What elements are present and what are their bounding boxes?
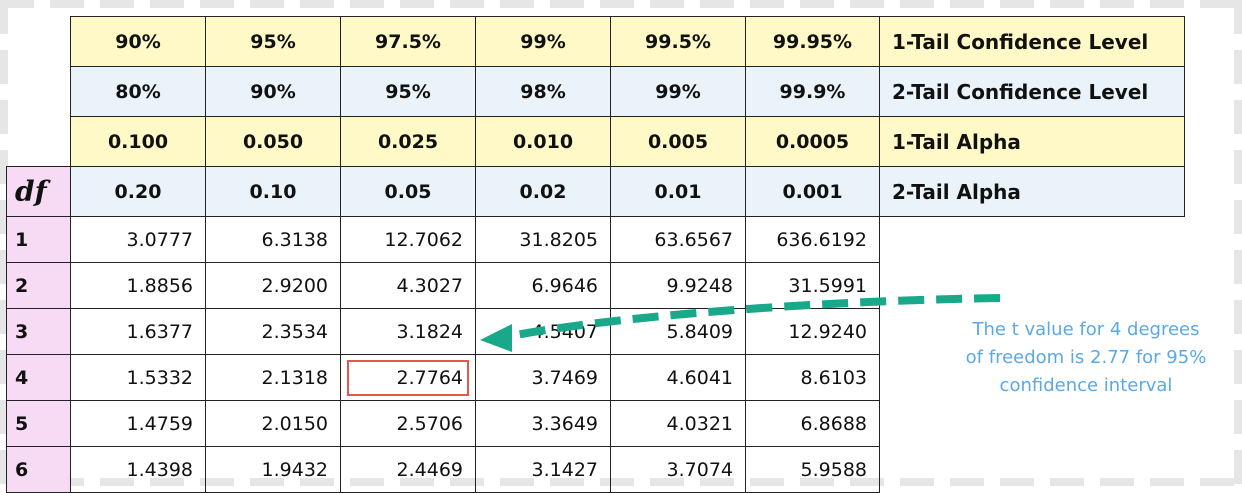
t-value-cell: 1.5332 <box>70 354 206 401</box>
label-prefix: 1 <box>892 129 906 154</box>
header-row-2-tail-alpha: df 0.20 0.10 0.05 0.02 0.01 0.001 2-Tail… <box>6 166 1185 217</box>
row-label-2-tail-alpha: 2-Tail Alpha <box>879 166 1185 217</box>
t-value-cell: 9.9248 <box>610 262 746 309</box>
t-value-cell: 1.4759 <box>70 400 206 447</box>
t-value-cell: 4.6041 <box>610 354 746 401</box>
df-cell: 2 <box>6 262 71 309</box>
highlighted-t-value: 2.7764 <box>396 366 463 389</box>
row-label-1-tail-alpha: 1-Tail Alpha <box>879 116 1185 167</box>
header-cell: 0.010 <box>475 116 611 167</box>
label-text: -Tail Alpha <box>905 179 1021 204</box>
header-cell: 0.100 <box>70 116 206 167</box>
t-value-cell: 1.6377 <box>70 308 206 355</box>
row-label-1-tail-confidence: 1-Tail Confidence Level <box>879 16 1185 67</box>
header-cell: 80% <box>70 66 206 117</box>
t-value-cell: 3.7469 <box>475 354 611 401</box>
t-value-cell: 636.6192 <box>745 216 880 263</box>
t-value-cell: 63.6567 <box>610 216 746 263</box>
t-value-cell: 2.5706 <box>340 400 476 447</box>
label-prefix: 2 <box>892 79 906 104</box>
header-row-1-tail-alpha: 0.100 0.050 0.025 0.010 0.005 0.0005 1-T… <box>7 116 1185 167</box>
header-cell: 99.95% <box>745 16 880 67</box>
t-value-cell: 12.9240 <box>745 308 880 355</box>
t-distribution-table: 90% 95% 97.5% 99% 99.5% 99.95% 1-Tail Co… <box>6 16 1185 493</box>
header-cell: 99.9% <box>745 66 880 117</box>
table-row: 2 1.8856 2.9200 4.3027 6.9646 9.9248 31.… <box>6 262 1185 309</box>
label-prefix: 1 <box>892 29 906 54</box>
header-row-1-tail-confidence: 90% 95% 97.5% 99% 99.5% 99.95% 1-Tail Co… <box>7 16 1185 67</box>
header-row-2-tail-confidence: 80% 90% 95% 98% 99% 99.9% 2-Tail Confide… <box>7 66 1185 117</box>
t-value-cell: 6.9646 <box>475 262 611 309</box>
t-value-cell: 1.9432 <box>205 446 341 493</box>
t-value-cell: 3.1824 <box>340 308 476 355</box>
t-value-cell: 3.7074 <box>610 446 746 493</box>
df-cell: 6 <box>6 446 71 493</box>
label-text: -Tail Alpha <box>905 129 1021 154</box>
t-value-cell: 6.3138 <box>205 216 341 263</box>
t-value-cell: 2.0150 <box>205 400 341 447</box>
header-cell: 0.005 <box>610 116 746 167</box>
header-cell: 90% <box>205 66 341 117</box>
t-value-cell: 2.9200 <box>205 262 341 309</box>
t-value-cell: 2.1318 <box>205 354 341 401</box>
annotation-line-3: confidence interval <box>999 375 1173 396</box>
df-cell: 4 <box>6 354 71 401</box>
label-text: -Tail Confidence Level <box>905 79 1149 104</box>
t-value-cell: 3.0777 <box>70 216 206 263</box>
header-cell: 0.01 <box>610 166 746 217</box>
header-cell: 0.02 <box>475 166 611 217</box>
highlighted-t-value-cell: 2.7764 <box>340 354 476 401</box>
header-cell: 95% <box>340 66 476 117</box>
t-value-cell: 6.8688 <box>745 400 880 447</box>
left-dashed-edge <box>0 0 8 486</box>
df-cell: 5 <box>6 400 71 447</box>
t-value-cell: 31.8205 <box>475 216 611 263</box>
t-value-cell: 1.4398 <box>70 446 206 493</box>
arrow-head <box>480 324 512 352</box>
t-value-cell: 4.0321 <box>610 400 746 447</box>
table-row: 1 3.0777 6.3138 12.7062 31.8205 63.6567 … <box>6 216 1185 263</box>
header-cell: 0.10 <box>205 166 341 217</box>
highlight-box <box>347 360 469 396</box>
t-value-cell: 2.4469 <box>340 446 476 493</box>
df-column-header: df <box>6 166 71 217</box>
t-value-cell: 2.3534 <box>205 308 341 355</box>
label-text: -Tail Confidence Level <box>905 29 1149 54</box>
t-value-cell: 31.5991 <box>745 262 880 309</box>
header-cell: 98% <box>475 66 611 117</box>
annotation-line-1: The t value for 4 degrees <box>972 319 1200 340</box>
table-row: 6 1.4398 1.9432 2.4469 3.1427 3.7074 5.9… <box>6 446 1185 493</box>
top-dashed-edge <box>0 0 1242 8</box>
t-value-cell: 3.1427 <box>475 446 611 493</box>
header-cell: 99% <box>475 16 611 67</box>
table-row: 4 1.5332 2.1318 2.7764 3.7469 4.6041 8.6… <box>6 354 1185 401</box>
arrow-shaft <box>509 294 1001 340</box>
header-cell: 99.5% <box>610 16 746 67</box>
header-cell: 0.050 <box>205 116 341 167</box>
t-value-cell: 5.9588 <box>745 446 880 493</box>
header-cell: 0.05 <box>340 166 476 217</box>
header-cell: 0.001 <box>745 166 880 217</box>
right-dashed-edge <box>1234 0 1242 486</box>
header-cell: 0.025 <box>340 116 476 167</box>
df-cell: 1 <box>6 216 71 263</box>
header-cell: 99% <box>610 66 746 117</box>
table-row: 5 1.4759 2.0150 2.5706 3.3649 4.0321 6.8… <box>6 400 1185 447</box>
label-prefix: 2 <box>892 179 906 204</box>
annotation-text: The t value for 4 degrees of freedom is … <box>926 316 1242 400</box>
annotation-line-2: of freedom is 2.77 for 95% <box>965 347 1207 368</box>
row-label-2-tail-confidence: 2-Tail Confidence Level <box>879 66 1185 117</box>
